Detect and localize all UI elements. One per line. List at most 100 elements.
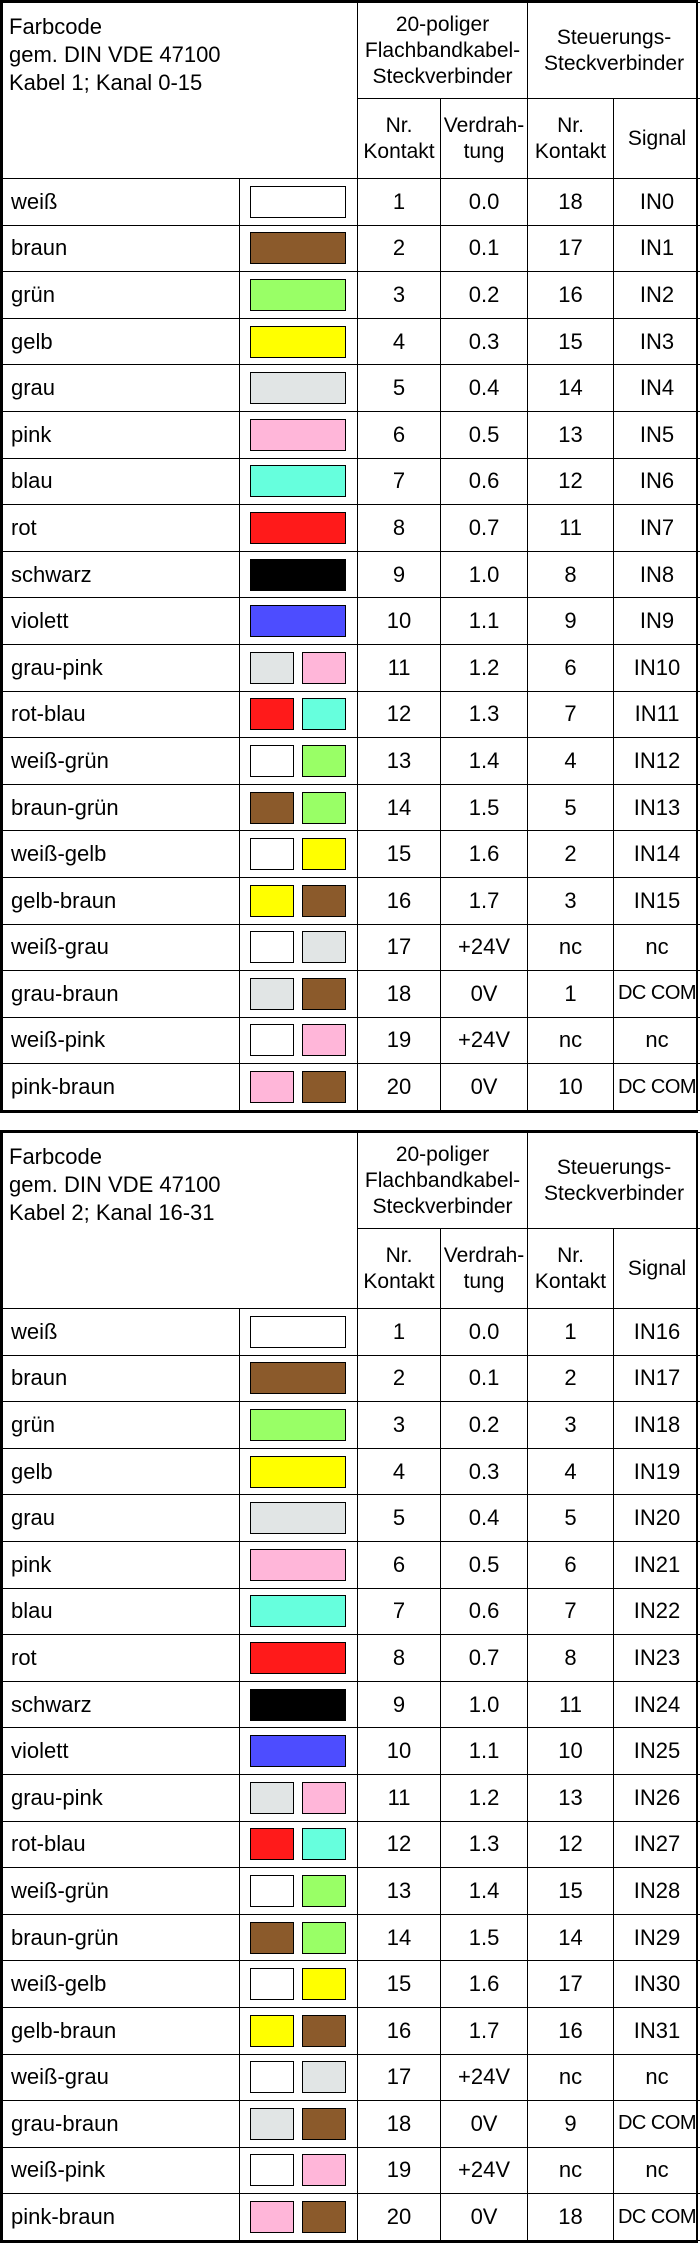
color-swatch-cell [238,1634,359,1682]
color-swatch [250,2061,294,2094]
control-contact-number: 13 [527,410,615,459]
contact-number: 6 [357,410,442,459]
color-swatch [250,558,346,591]
table-row: braun-grün 14 1.5 14 IN29 [2,1913,700,1962]
control-contact-number: 13 [527,1773,615,1822]
table-row: schwarz 9 1.0 11 IN24 [2,1680,700,1729]
table-row: gelb 4 0.3 15 IN3 [2,317,700,366]
table-row: gelb-braun 16 1.7 16 IN31 [2,2006,700,2055]
color-swatch-cell [238,504,359,552]
color-swatch [250,232,346,265]
wiring-value: +24V [440,923,529,972]
table-row: rot 8 0.7 8 IN23 [2,1634,700,1682]
contact-number: 3 [357,271,442,319]
contact-number: 4 [357,1447,442,1496]
color-name: schwarz [2,550,240,599]
table-row: grau 5 0.4 14 IN4 [2,364,700,412]
color-swatch [302,1071,346,1104]
signal-name: IN22 [613,1587,700,1636]
contact-number: 7 [357,1587,442,1636]
color-swatch [250,1024,294,1057]
wiring-table-2: Farbcode gem. DIN VDE 47100 Kabel 2; Kanal… [0,1130,700,2243]
header-ctrl-nr-kontakt: Nr. Kontakt [527,1228,615,1309]
color-swatch [250,1502,346,1535]
signal-name: IN14 [613,830,700,878]
wiring-value: 1.3 [440,1820,529,1869]
color-swatch [250,1362,346,1395]
control-contact-number: 7 [527,690,615,739]
color-swatch-cell [238,1960,359,2008]
signal-name: IN0 [613,178,700,226]
group-header-control-connector: Steuerungs- Steckverbinder [527,2,700,99]
signal-name: IN4 [613,364,700,412]
contact-number: 6 [357,1540,442,1589]
color-name: blau [2,1587,240,1636]
signal-name: nc [613,2053,700,2102]
color-swatch-cell [238,737,359,785]
contact-number: 2 [357,224,442,273]
signal-name: IN17 [613,1354,700,1403]
color-swatch [250,2107,294,2140]
color-swatch [250,838,294,871]
table-row: braun 2 0.1 2 IN17 [2,1354,700,1403]
wiring-value: 0.7 [440,1634,529,1682]
color-name: schwarz [2,1680,240,1729]
control-contact-number: 9 [527,2100,615,2148]
table-row: rot 8 0.7 11 IN7 [2,504,700,552]
signal-name: IN1 [613,224,700,273]
color-swatch-cell [238,830,359,878]
control-contact-number: 14 [527,364,615,412]
signal-name: IN21 [613,1540,700,1589]
signal-name: IN11 [613,690,700,739]
color-swatch [250,1548,346,1581]
color-swatch [250,185,346,218]
control-contact-number: 4 [527,1447,615,1496]
signal-name: DC COM [613,2100,700,2148]
contact-number: 5 [357,364,442,412]
title-line: gem. DIN VDE 47100 [9,42,221,67]
table-row: grau-pink 11 1.2 6 IN10 [2,643,700,692]
color-swatch [302,838,346,871]
signal-name: IN15 [613,876,700,925]
group-header-line: Steckverbinder [544,51,685,75]
control-contact-number: 16 [527,271,615,319]
control-contact-number: 15 [527,1867,615,1915]
header-line: Kontakt [534,139,607,163]
table-row: weiß-grau 17 +24V nc nc [2,923,700,972]
color-name: grau-braun [2,2100,240,2148]
table-row: gelb 4 0.3 4 IN19 [2,1447,700,1496]
header-line: tung [463,139,505,163]
color-swatch [250,1781,294,1814]
color-swatch [302,1024,346,1057]
control-contact-number: 12 [527,1820,615,1869]
color-swatch-cell [238,410,359,459]
color-swatch [250,418,346,451]
contact-number: 8 [357,1634,442,1682]
table-row: blau 7 0.6 7 IN22 [2,1587,700,1636]
control-contact-number: 7 [527,1587,615,1636]
title-line: Farbcode [9,1144,102,1169]
contact-number: 12 [357,1820,442,1869]
contact-number: 14 [357,783,442,832]
wiring-value: 1.5 [440,783,529,832]
color-swatch-cell [238,690,359,739]
color-name: rot-blau [2,1820,240,1869]
signal-name: nc [613,1016,700,1065]
wiring-value: 0.1 [440,224,529,273]
color-swatch [250,931,294,964]
control-contact-number: 1 [527,970,615,1018]
contact-number: 1 [357,1308,442,1356]
signal-name: IN13 [613,783,700,832]
signal-name: IN18 [613,1401,700,1449]
color-name: grau [2,1494,240,1542]
table-row: grau-braun 18 0V 1 DC COM [2,970,700,1018]
title-line: Farbcode [9,14,102,39]
control-contact-number: 6 [527,643,615,692]
table-row: schwarz 9 1.0 8 IN8 [2,550,700,599]
wiring-value: +24V [440,1016,529,1065]
table-row: pink 6 0.5 6 IN21 [2,1540,700,1589]
table-row: weiß 1 0.0 1 IN16 [2,1308,700,1356]
wiring-value: 1.7 [440,2006,529,2055]
color-swatch [302,2061,346,2094]
color-name: violett [2,1727,240,1775]
